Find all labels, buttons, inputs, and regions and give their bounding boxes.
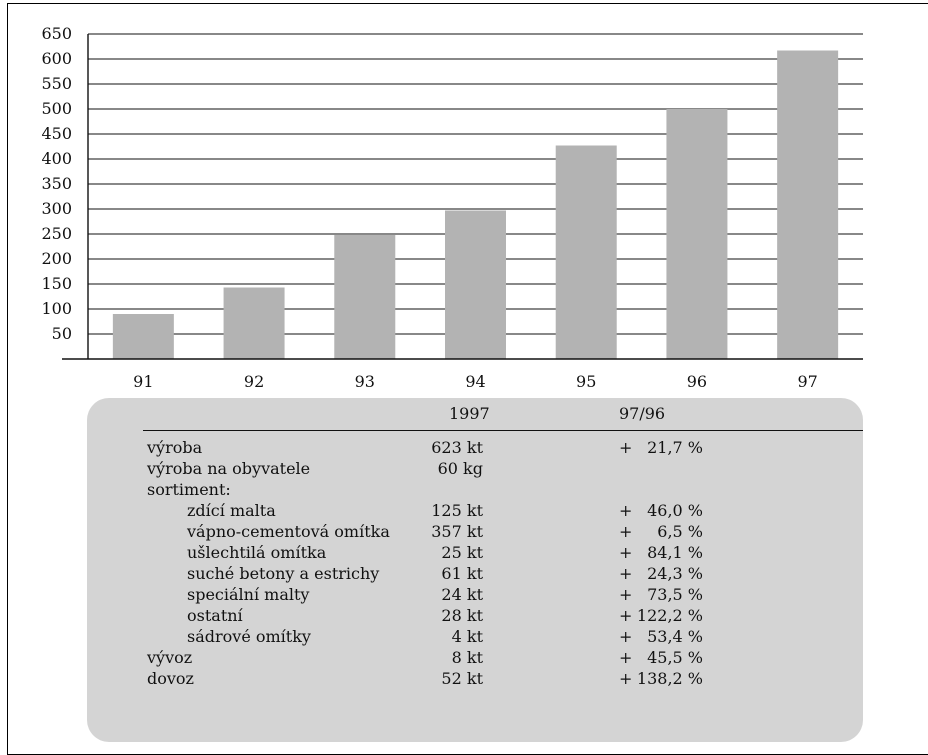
table-row: výroba 623 kt +21,7 %	[87, 438, 863, 460]
row-change-sign: +	[619, 648, 633, 667]
table-row: výroba na obyvatele 60 kg	[87, 459, 863, 481]
row-change-sign: +	[619, 606, 633, 625]
bar-95	[555, 145, 617, 359]
row-value: 357 kt	[431, 522, 483, 541]
y-tick-labels: 50 100 150 200 250 300 350 400 450 500 550 600 650	[41, 24, 72, 343]
row-label: výroba	[147, 438, 203, 457]
bar-92	[223, 287, 285, 359]
row-value: 28 kt	[441, 606, 483, 625]
bar-94	[445, 210, 506, 359]
y-tick-label: 200	[41, 249, 72, 268]
row-change-sign: +	[619, 501, 633, 520]
y-tick-label: 150	[41, 274, 72, 293]
row-change-value: 46,0 %	[647, 501, 703, 520]
row-value: 125 kt	[431, 501, 483, 520]
row-value: 25 kt	[441, 543, 483, 562]
row-change-sign: +	[619, 585, 633, 604]
row-change-sign: +	[619, 564, 633, 583]
row-label: výroba na obyvatele	[147, 459, 311, 478]
row-change-value: 6,5 %	[657, 522, 703, 541]
row-label: zdící malta	[187, 501, 276, 520]
row-value: 8 kt	[451, 648, 483, 667]
row-change-value: 122,2 %	[636, 606, 703, 625]
row-change-value: 45,5 %	[647, 648, 703, 667]
bar-97	[777, 50, 839, 359]
table-row: dovoz 52 kt +138,2 %	[87, 669, 863, 691]
row-label: dovoz	[147, 669, 194, 688]
row-label: sádrové omítky	[187, 627, 311, 646]
x-tick-label: 93	[355, 372, 375, 391]
header-year: 1997	[449, 404, 490, 423]
x-tick-label: 96	[687, 372, 707, 391]
row-label: ostatní	[187, 606, 243, 625]
row-label: vývoz	[147, 648, 193, 667]
x-tick-label: 97	[797, 372, 817, 391]
x-tick-label: 91	[133, 372, 153, 391]
row-label: ušlechtilá omítka	[187, 543, 327, 562]
row-change-value: 73,5 %	[647, 585, 703, 604]
y-tick-label: 350	[41, 174, 72, 193]
row-change-sign: +	[619, 522, 633, 541]
x-tick-label: 95	[576, 372, 596, 391]
row-label: suché betony a estrichy	[187, 564, 380, 583]
row-change-value: 24,3 %	[647, 564, 703, 583]
table-row: ušlechtilá omítka 25 kt +84,1 %	[87, 543, 863, 565]
bar-96	[666, 109, 728, 359]
table-row: vápno-cementová omítka 357 kt +6,5 %	[87, 522, 863, 544]
table-row: suché betony a estrichy 61 kt +24,3 %	[87, 564, 863, 586]
row-label: sortiment:	[147, 480, 231, 499]
x-tick-label: 92	[244, 372, 264, 391]
y-tick-label: 50	[52, 324, 72, 343]
table-row: sortiment:	[87, 480, 863, 502]
y-tick-label: 650	[41, 24, 72, 43]
table-row: sádrové omítky 4 kt +53,4 %	[87, 627, 863, 649]
y-tick-label: 100	[41, 299, 72, 318]
table-row: speciální malty 24 kt +73,5 %	[87, 585, 863, 607]
x-tick-labels: 91 92 93 94 95 96 97	[133, 372, 818, 391]
row-change-sign: +	[619, 669, 633, 688]
row-value: 4 kt	[451, 627, 483, 646]
y-tick-label: 450	[41, 124, 72, 143]
header-change: 97/96	[619, 404, 666, 423]
row-change-value: 53,4 %	[647, 627, 703, 646]
table-row: ostatní 28 kt +122,2 %	[87, 606, 863, 628]
header-rule	[143, 430, 863, 432]
row-value: 52 kt	[441, 669, 483, 688]
table-row: zdící malta 125 kt +46,0 %	[87, 501, 863, 523]
row-change-value: 138,2 %	[636, 669, 703, 688]
summary-panel: 1997 97/96 výroba 623 kt +21,7 % výroba na …	[87, 398, 863, 742]
y-tick-label: 500	[41, 99, 72, 118]
bars	[112, 50, 839, 359]
row-change-sign: +	[619, 543, 633, 562]
bar-91	[112, 314, 174, 359]
table-row: vývoz 8 kt +45,5 %	[87, 648, 863, 670]
row-value: 61 kt	[441, 564, 483, 583]
row-value: 60 kg	[437, 459, 483, 478]
row-label: vápno-cementová omítka	[187, 522, 390, 541]
row-change-sign: +	[619, 438, 633, 457]
y-tick-label: 300	[41, 199, 72, 218]
x-tick-label: 94	[465, 372, 485, 391]
y-tick-label: 250	[41, 224, 72, 243]
row-value: 24 kt	[441, 585, 483, 604]
y-tick-label: 400	[41, 149, 72, 168]
row-change-value: 21,7 %	[647, 438, 703, 457]
bar-93	[334, 235, 396, 359]
row-value: 623 kt	[431, 438, 483, 457]
bar-chart: 50 100 150 200 250 300 350 400 450 500 550 600 650 9…	[41, 24, 863, 391]
row-label: speciální malty	[187, 585, 310, 604]
y-tick-label: 600	[41, 49, 72, 68]
y-tick-label: 550	[41, 74, 72, 93]
row-change-value: 84,1 %	[647, 543, 703, 562]
row-change-sign: +	[619, 627, 633, 646]
